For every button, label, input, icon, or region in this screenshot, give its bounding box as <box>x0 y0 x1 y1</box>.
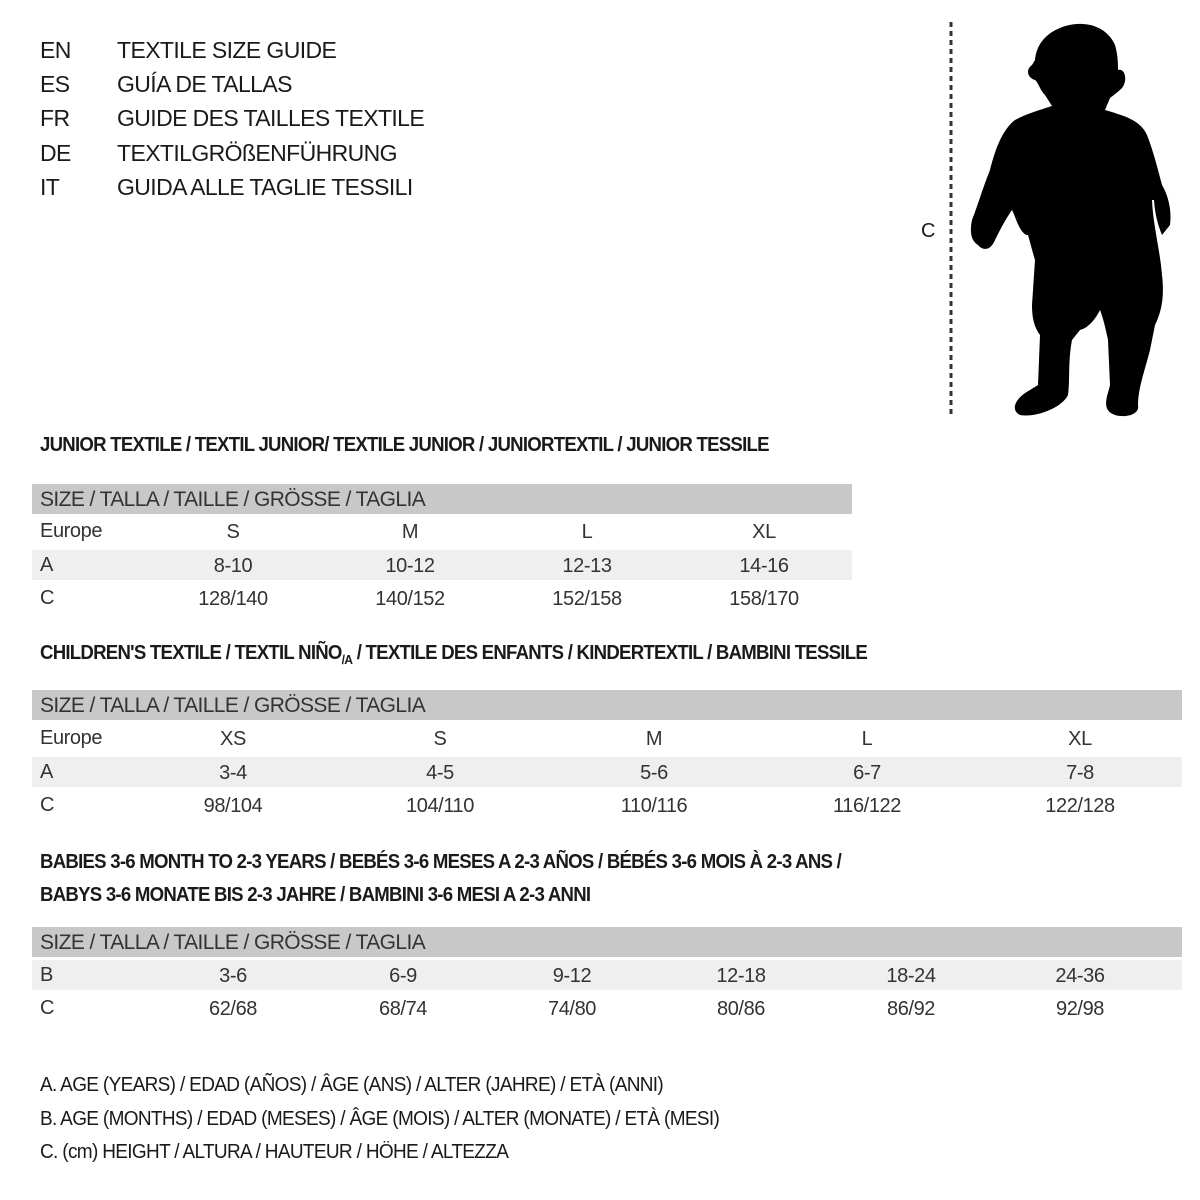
heading-part: CHILDREN'S TEXTILE / TEXTIL NIÑO <box>40 642 342 664</box>
table-cell: 18-24 <box>886 965 936 987</box>
table-cell: 12-13 <box>562 555 612 577</box>
table-cell: M <box>401 521 419 543</box>
row-label: Europe <box>40 727 103 749</box>
table-cell: S <box>226 521 240 543</box>
junior-size-header: SIZE / TALLA / TAILLE / GRÖSSE / TAGLIA <box>32 484 852 514</box>
table-cell: 9-12 <box>552 965 592 987</box>
table-cell: 14-16 <box>739 555 789 577</box>
title-fr: GUIDE DES TAILLES TEXTILE <box>117 105 425 131</box>
table-cell: 6-9 <box>389 965 417 987</box>
legend-b: B. AGE (MONTHS) / EDAD (MESES) / ÂGE (MO… <box>40 1108 720 1130</box>
table-cell: 24-36 <box>1055 965 1105 987</box>
table-cell: 152/158 <box>552 588 622 610</box>
table-cell: 158/170 <box>729 588 799 610</box>
table-cell: 86/92 <box>886 998 936 1020</box>
babies-size-header: SIZE / TALLA / TAILLE / GRÖSSE / TAGLIA <box>32 927 1182 957</box>
size-header-label: SIZE / TALLA / TAILLE / GRÖSSE / TAGLIA <box>40 694 426 717</box>
table-cell: 104/110 <box>405 795 475 817</box>
row-label: Europe <box>40 520 103 542</box>
table-cell: XL <box>1068 728 1092 750</box>
table-cell: 116/122 <box>832 795 902 817</box>
table-cell: 68/74 <box>378 998 428 1020</box>
child-silhouette-icon <box>949 22 1171 417</box>
table-row: C 98/104 104/110 110/116 116/122 122/128 <box>32 790 1182 820</box>
table-cell: 4-5 <box>426 762 454 784</box>
table-cell: 98/104 <box>203 795 263 817</box>
lang-code-es: ES <box>40 71 70 97</box>
heading-subscript: /A <box>341 652 353 667</box>
table-cell: 3-4 <box>219 762 247 784</box>
row-label: A <box>40 554 53 576</box>
table-cell: 12-18 <box>716 965 766 987</box>
title-it: GUIDA ALLE TAGLIE TESSILI <box>117 174 413 200</box>
table-cell: 3-6 <box>219 965 247 987</box>
table-cell: M <box>645 728 663 750</box>
table-cell: 10-12 <box>385 555 435 577</box>
table-cell: L <box>861 728 873 750</box>
row-label: C <box>40 794 55 816</box>
table-cell: 5-6 <box>640 762 668 784</box>
table-cell: 80/86 <box>716 998 766 1020</box>
size-header-label: SIZE / TALLA / TAILLE / GRÖSSE / TAGLIA <box>40 488 426 511</box>
table-row: Europe XS S M L XL <box>32 723 1182 753</box>
lang-code-en: EN <box>40 37 71 63</box>
legend-a: A. AGE (YEARS) / EDAD (AÑOS) / ÂGE (ANS)… <box>40 1074 664 1096</box>
legend-c: C. (cm) HEIGHT / ALTURA / HAUTEUR / HÖHE… <box>40 1141 509 1163</box>
table-cell: 122/128 <box>1045 795 1115 817</box>
junior-heading: JUNIOR TEXTILE / TEXTIL JUNIOR/ TEXTILE … <box>40 434 770 456</box>
size-header-label: SIZE / TALLA / TAILLE / GRÖSSE / TAGLIA <box>40 931 426 954</box>
children-heading: CHILDREN'S TEXTILE / TEXTIL NIÑO/A / TEX… <box>40 642 868 667</box>
heading-part: / TEXTILE DES ENFANTS / KINDERTEXTIL / B… <box>352 642 868 664</box>
table-cell: L <box>581 521 593 543</box>
table-row: A 3-4 4-5 5-6 6-7 7-8 <box>32 757 1182 787</box>
row-label: C <box>40 587 55 609</box>
lang-code-de: DE <box>40 140 71 166</box>
table-cell: 62/68 <box>208 998 258 1020</box>
table-cell: 140/152 <box>375 588 445 610</box>
title-de: TEXTILGRÖßENFÜHRUNG <box>117 140 398 166</box>
lang-code-it: IT <box>40 174 60 200</box>
table-cell: 7-8 <box>1066 762 1094 784</box>
children-size-header: SIZE / TALLA / TAILLE / GRÖSSE / TAGLIA <box>32 690 1182 720</box>
lang-code-fr: FR <box>40 105 70 131</box>
table-cell: 74/80 <box>547 998 597 1020</box>
table-row: B 3-6 6-9 9-12 12-18 18-24 24-36 <box>32 960 1182 990</box>
babies-heading-line2: BABYS 3-6 MONATE BIS 2-3 JAHRE / BAMBINI… <box>40 884 591 906</box>
row-label: A <box>40 761 53 783</box>
row-label: C <box>40 997 55 1019</box>
height-measure-label: C <box>921 220 935 242</box>
table-cell: XL <box>752 521 776 543</box>
title-en: TEXTILE SIZE GUIDE <box>117 37 337 63</box>
title-es: GUÍA DE TALLAS <box>117 71 292 97</box>
table-cell: 8-10 <box>213 555 253 577</box>
table-cell: 110/116 <box>620 795 688 817</box>
table-cell: 92/98 <box>1055 998 1105 1020</box>
babies-heading-line1: BABIES 3-6 MONTH TO 2-3 YEARS / BEBÉS 3-… <box>40 851 842 873</box>
table-row: C 62/68 68/74 74/80 80/86 86/92 92/98 <box>32 993 1182 1023</box>
table-cell: XS <box>220 728 246 750</box>
table-row: Europe S M L XL <box>32 516 852 546</box>
row-label: B <box>40 964 53 986</box>
table-cell: 128/140 <box>198 588 268 610</box>
table-cell: S <box>433 728 447 750</box>
table-row: A 8-10 10-12 12-13 14-16 <box>32 550 852 580</box>
table-cell: 6-7 <box>853 762 881 784</box>
table-row: C 128/140 140/152 152/158 158/170 <box>32 583 852 613</box>
